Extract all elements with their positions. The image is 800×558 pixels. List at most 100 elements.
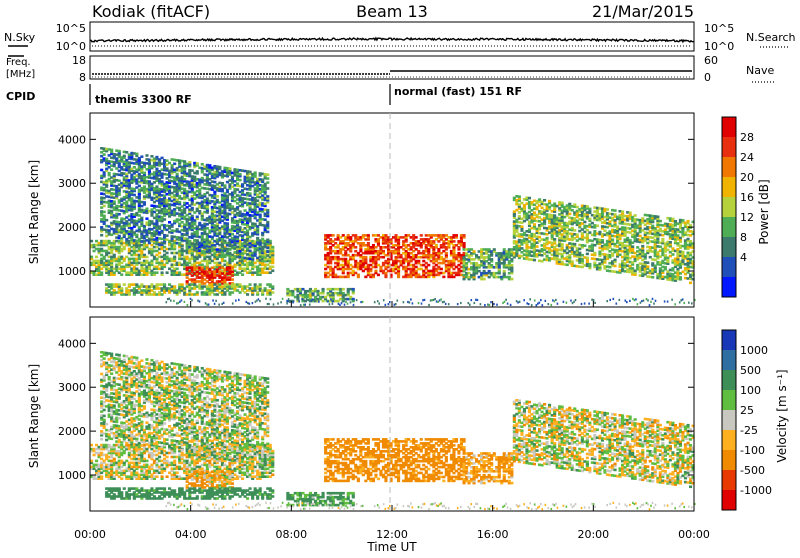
echo-cell [561, 261, 564, 264]
echo-cell [193, 176, 196, 179]
echo-cell [178, 242, 181, 245]
echo-cell [176, 228, 179, 231]
echo-cell [332, 234, 335, 237]
freq-left-tick-bottom: 8 [79, 71, 86, 84]
echo-cell [216, 199, 219, 202]
echo-cell [133, 166, 136, 169]
freq-right-tick-top: 60 [704, 54, 718, 67]
echo-cell [166, 271, 169, 274]
echo-cell [223, 184, 226, 187]
noise-right-label: N.Search [746, 31, 796, 44]
echo-cell [586, 257, 589, 260]
echo-cell [183, 188, 186, 191]
echo-cell [143, 172, 146, 175]
echo-cell [576, 233, 579, 236]
echo-cell [538, 198, 541, 201]
echo-cell [603, 230, 606, 233]
echo-cell [561, 202, 564, 205]
echo-cell [138, 185, 141, 188]
echo-cell [100, 169, 103, 172]
echo-cell [583, 244, 586, 247]
echo-cell [256, 237, 259, 240]
echo-cell [266, 187, 269, 190]
cpid-mode-1: themis 3300 RF [95, 93, 192, 106]
echo-cell [581, 254, 584, 257]
echo-cell [241, 248, 244, 251]
echo-cell [415, 236, 418, 239]
echo-cell [231, 266, 234, 269]
echo-cell [145, 217, 148, 220]
echo-cell [150, 155, 153, 158]
echo-cell [198, 210, 201, 213]
echo-cell [541, 207, 544, 210]
echo-cell [196, 239, 199, 242]
echo-cell [166, 238, 169, 241]
echo-cell [208, 164, 211, 167]
echo-cell [120, 287, 123, 290]
echo-cell [571, 227, 574, 230]
echo-cell [183, 178, 186, 181]
echo-cell [120, 273, 123, 276]
echo-cell [571, 260, 574, 263]
echo-cell [236, 246, 239, 249]
echo-cell [188, 240, 191, 243]
echo-cell [183, 160, 186, 163]
echo-cell [213, 181, 216, 184]
echo-cell [196, 216, 199, 219]
noise-right-tick-bottom: 10^0 [704, 40, 734, 53]
echo-cell [231, 233, 234, 236]
echo-cell [598, 231, 601, 234]
echo-cell [342, 288, 345, 291]
echo-cell [568, 213, 571, 216]
echo-cell [123, 155, 126, 158]
echo-cell [490, 258, 493, 261]
echo-cell [593, 252, 596, 255]
echo-cell [133, 194, 136, 197]
echo-cell [103, 211, 106, 214]
echo-cell [241, 273, 244, 276]
noise-trace [90, 38, 694, 46]
echo-cell [440, 268, 443, 271]
echo-cell [239, 226, 242, 229]
echo-cell [191, 207, 194, 210]
echo-cell [271, 266, 274, 269]
echo-cell [211, 266, 214, 269]
echo-cell [573, 243, 576, 246]
echo-cell [518, 215, 521, 218]
echo-cell [135, 153, 138, 156]
echo-cell [586, 229, 589, 232]
echo-cell [155, 185, 158, 188]
echo-cell [473, 250, 476, 253]
echo-cell [322, 288, 325, 291]
echo-cell [573, 229, 576, 232]
echo-cell [143, 201, 146, 204]
freq-right-label: Nave [746, 64, 774, 77]
echo-cell [110, 149, 113, 152]
echo-cell [100, 226, 103, 229]
echo-cell [113, 254, 116, 257]
echo-cell [173, 163, 176, 166]
echo-cell [374, 270, 377, 273]
echo-cell [239, 179, 242, 182]
echo-cell [518, 195, 521, 198]
echo-cell [561, 243, 564, 246]
echo-cell [271, 270, 274, 273]
echo-cell [266, 221, 269, 224]
echo-cell [110, 168, 113, 171]
echo-cell [186, 202, 189, 205]
echo-cell [244, 209, 247, 212]
echo-cell [614, 265, 617, 268]
echo-cell [614, 259, 617, 262]
echo-cell [206, 227, 209, 230]
echo-cell [576, 206, 579, 209]
echo-cell [382, 250, 385, 253]
echo-cell [239, 210, 242, 213]
echo-cell [145, 154, 148, 157]
cpid-label: CPID [6, 90, 35, 103]
echo-cell [546, 237, 549, 240]
echo-cell [614, 209, 617, 212]
echo-cell [105, 158, 108, 161]
noise-panel-frame [90, 22, 694, 51]
echo-cell [586, 253, 589, 256]
echo-cell [271, 291, 274, 294]
